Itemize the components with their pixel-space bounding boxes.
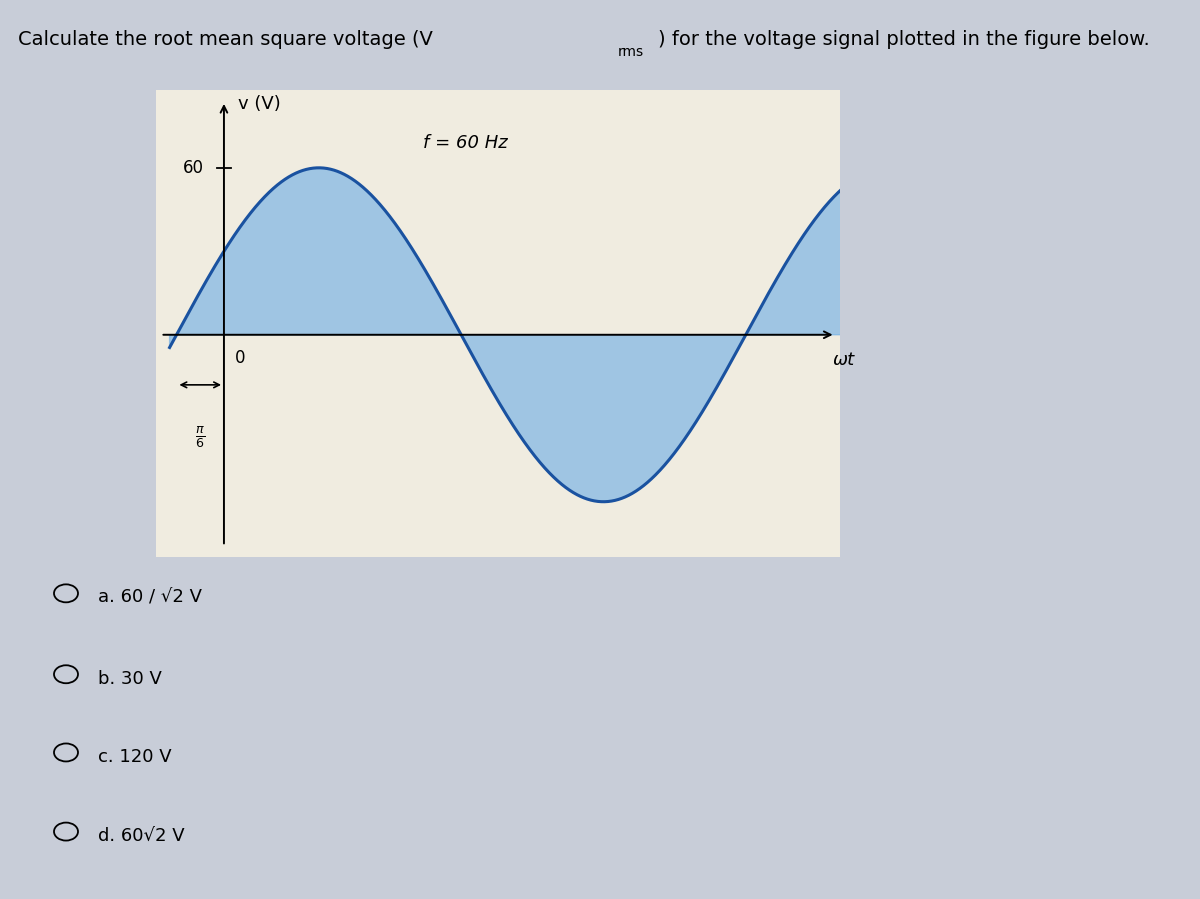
Text: c. 120 V: c. 120 V bbox=[98, 748, 172, 766]
Text: b. 30 V: b. 30 V bbox=[98, 670, 162, 688]
Text: f = 60 Hz: f = 60 Hz bbox=[424, 135, 508, 153]
Text: a. 60 / √2 V: a. 60 / √2 V bbox=[98, 589, 203, 607]
Text: 0: 0 bbox=[235, 349, 245, 367]
Text: ) for the voltage signal plotted in the figure below.: ) for the voltage signal plotted in the … bbox=[658, 30, 1150, 49]
Text: $\frac{\pi}{6}$: $\frac{\pi}{6}$ bbox=[196, 423, 205, 450]
Text: ωt: ωt bbox=[833, 352, 854, 369]
Text: 60: 60 bbox=[184, 159, 204, 177]
Text: rms: rms bbox=[618, 45, 643, 58]
Text: d. 60√2 V: d. 60√2 V bbox=[98, 827, 185, 845]
Text: Calculate the root mean square voltage (V: Calculate the root mean square voltage (… bbox=[18, 30, 433, 49]
Text: v (V): v (V) bbox=[238, 95, 281, 113]
